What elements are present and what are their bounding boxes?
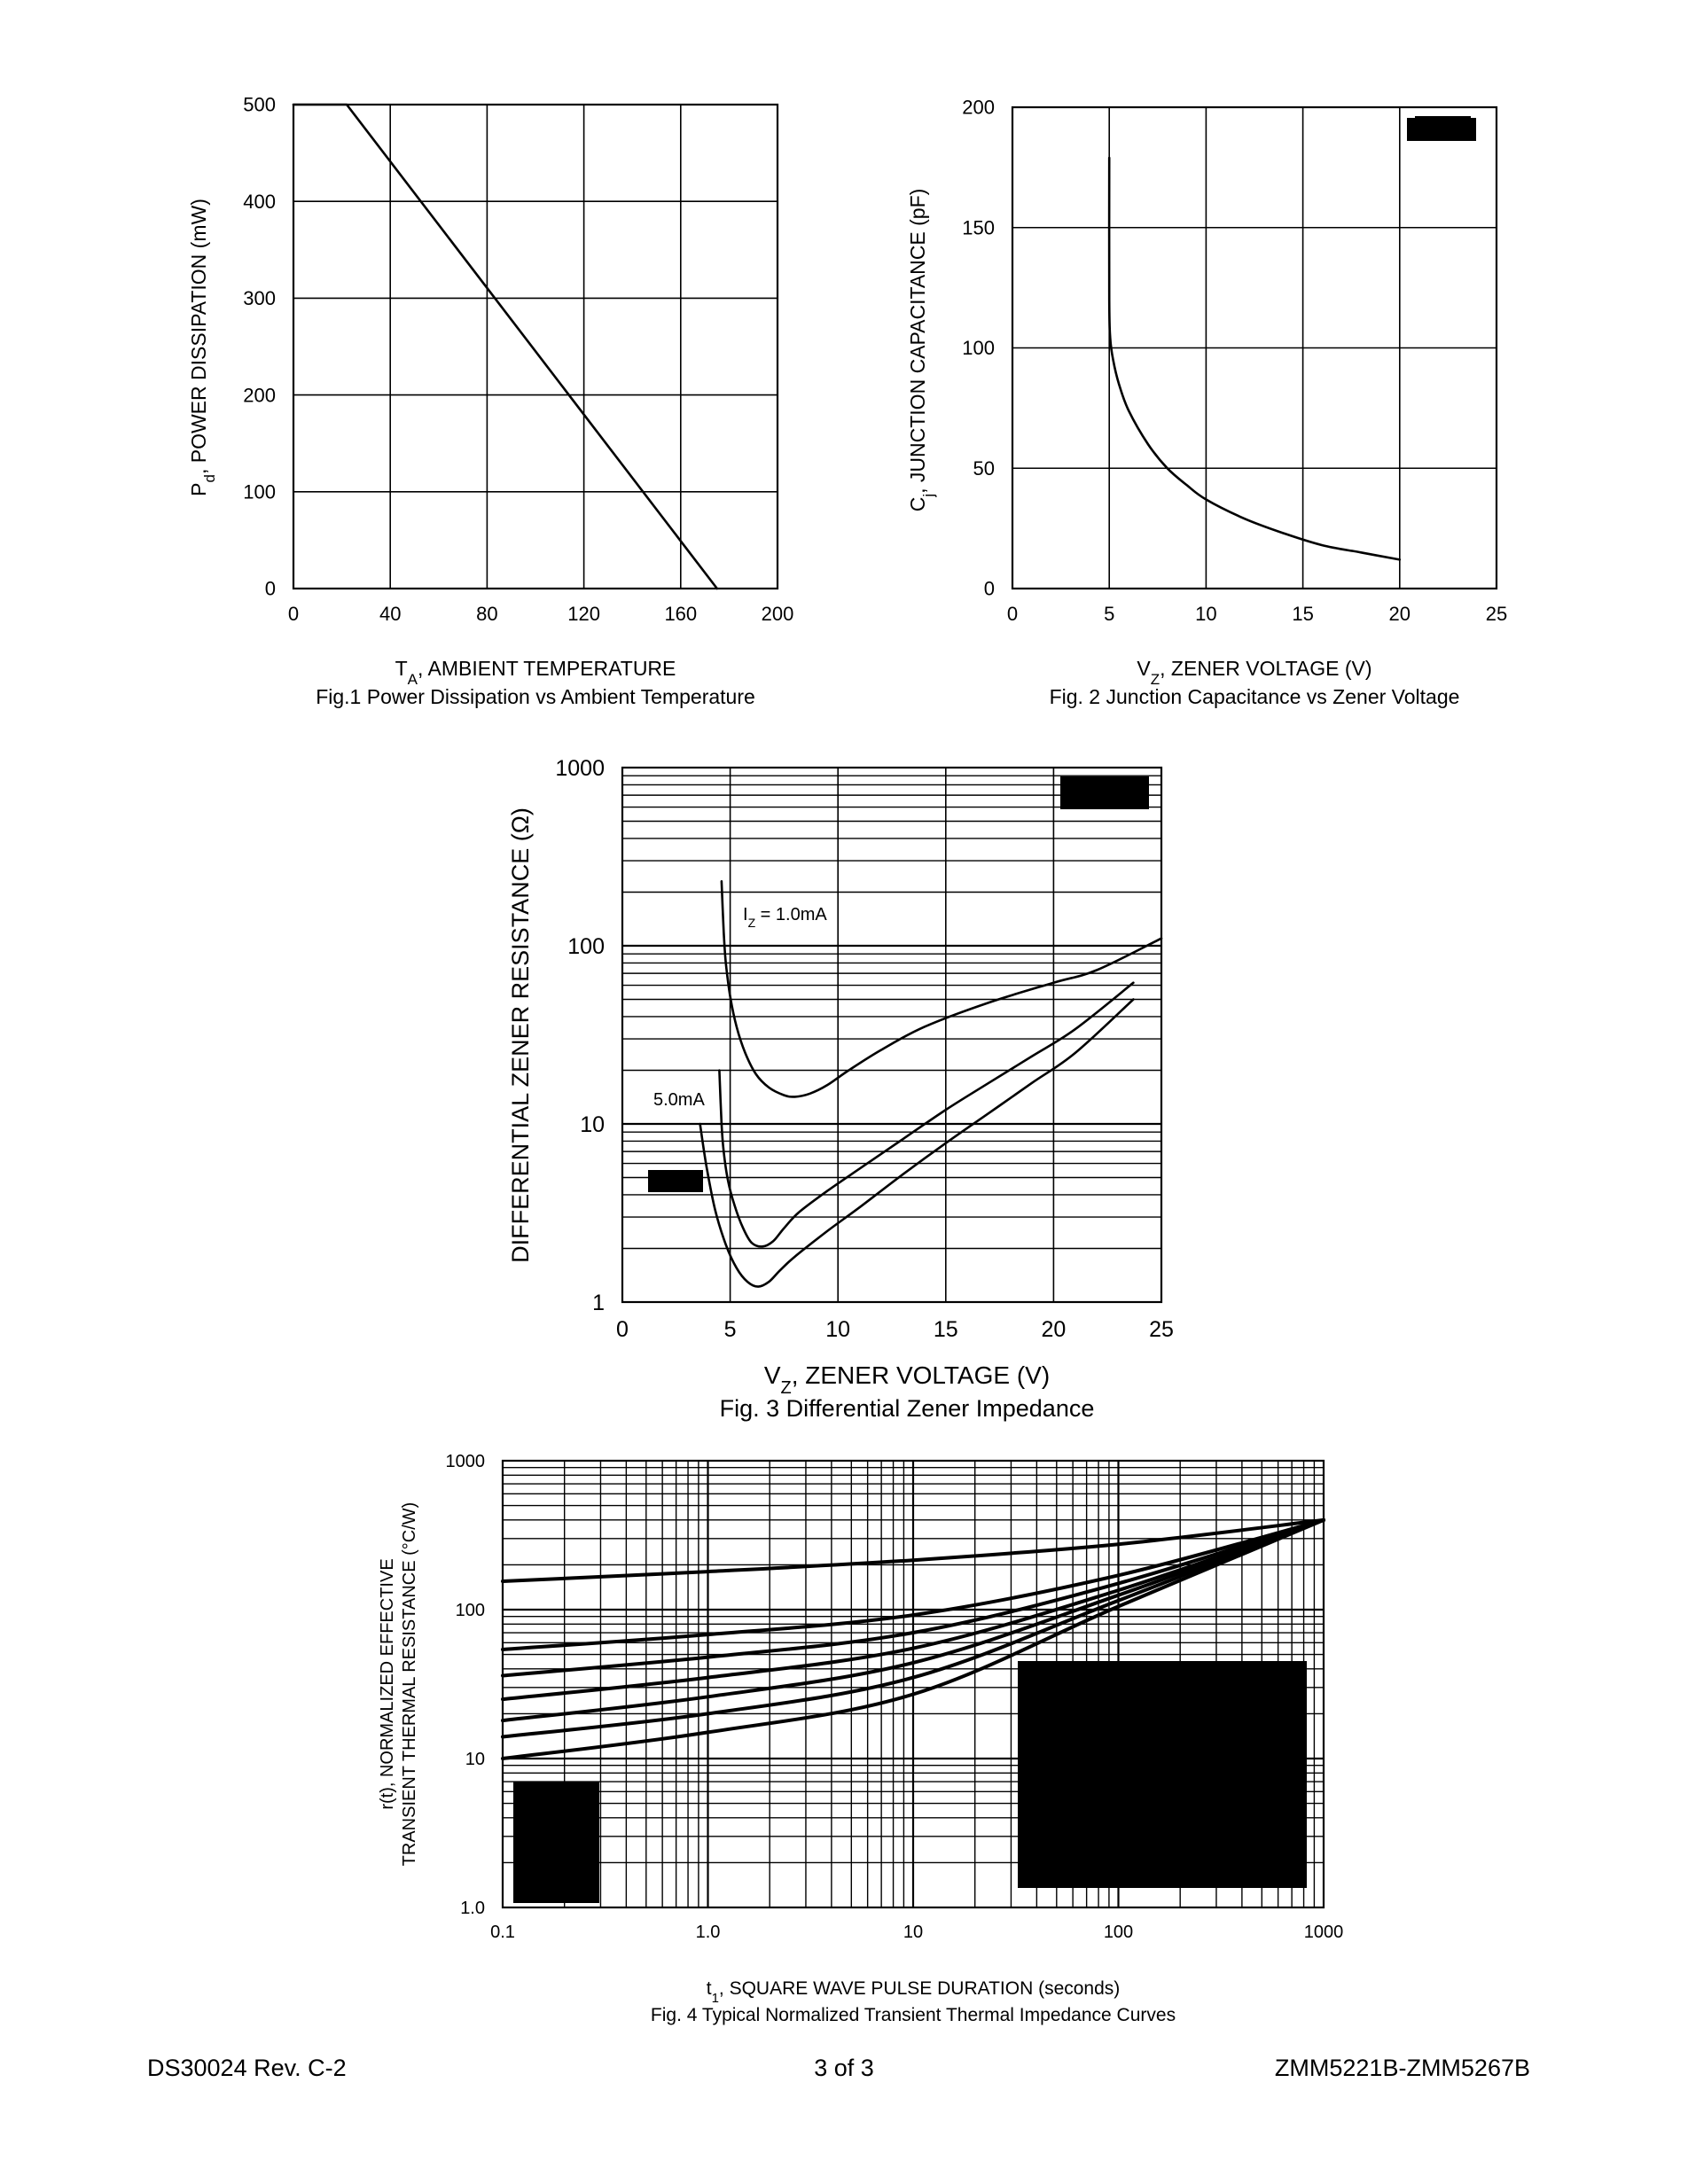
fig1-x-tick-label: 0 (288, 603, 299, 625)
fig1-x-tick-label: 160 (664, 603, 697, 625)
fig4-series-1 (501, 1517, 1325, 1583)
fig4-series-5 (501, 1517, 1325, 1723)
fig3-series-2 (718, 981, 1135, 1248)
fig1-y-tick-label: 200 (243, 384, 276, 406)
fig3-series-1 (720, 880, 1163, 1098)
fig2-x-tick-label: 0 (1007, 603, 1018, 625)
fig2-series-1 (1107, 156, 1402, 561)
fig1-x-tick-label: 200 (762, 603, 794, 625)
fig4-y-tick-label: 1000 (446, 1452, 486, 1471)
fig3-x-tick-label: 25 (1149, 1317, 1174, 1342)
fig3-x-tick-label: 0 (616, 1317, 629, 1342)
fig2-x-axis-label: VZ, ZENER VOLTAGE (V) (1137, 657, 1372, 688)
fig2-plot-frame (1011, 105, 1498, 590)
fig1-y-tick-label: 0 (265, 578, 276, 600)
fig4-legend-box (1018, 1661, 1307, 1888)
fig2-x-tick-label: 15 (1292, 603, 1313, 625)
fig1-x-axis-label: TA, AMBIENT TEMPERATURE (395, 657, 676, 688)
fig2-y-tick-label: 50 (973, 457, 995, 480)
footer-page-number: 3 of 3 (814, 2055, 874, 2081)
fig2-chart: 0 5 10 15 20 25 0 50 100 150 200 VZ, ZENER VOLTAGE … (906, 97, 1507, 708)
fig1-series-1 (292, 103, 719, 590)
fig3-grid (621, 768, 1162, 1302)
fig4-x-tick-label: 10 (903, 1923, 923, 1942)
fig4-legend-swatch (513, 1782, 599, 1903)
fig1-y-axis-label: Pd, POWER DISSIPATION (mW) (187, 199, 218, 496)
fig4-series-6 (501, 1517, 1325, 1739)
fig3-title: Fig. 3 Differential Zener Impedance (720, 1395, 1095, 1422)
fig3-x-tick-label: 20 (1041, 1317, 1066, 1342)
fig1-x-tick-label: 40 (379, 603, 401, 625)
fig2-legend-box-top (1415, 116, 1471, 134)
fig4-plot-frame (501, 1459, 1325, 1909)
fig3-legend-box (1060, 776, 1149, 809)
fig4-y-axis-label-line2: TRANSIENT THERMAL RESISTANCE (°C/W) (400, 1502, 419, 1867)
fig4-x-tick-label: 1000 (1304, 1923, 1344, 1942)
fig3-x-tick-label: 15 (934, 1317, 958, 1342)
fig4-x-axis-label: t1, SQUARE WAVE PULSE DURATION (seconds) (707, 1978, 1121, 2006)
fig3-x-axis-label: VZ, ZENER VOLTAGE (V) (764, 1361, 1050, 1398)
fig4-series-2 (501, 1517, 1325, 1651)
fig3-y-tick-label: 100 (567, 934, 605, 959)
fig4-x-tick-label: 0.1 (490, 1923, 515, 1942)
fig2-y-tick-label: 150 (962, 216, 995, 238)
fig2-title: Fig. 2 Junction Capacitance vs Zener Vol… (1050, 685, 1460, 708)
fig3-y-tick-label: 1000 (555, 756, 605, 781)
fig2-x-tick-label: 20 (1389, 603, 1411, 625)
fig2-grid (1012, 106, 1497, 589)
fig4-x-tick-label: 100 (1104, 1923, 1133, 1942)
fig2-y-axis-label: Cj, JUNCTION CAPACITANCE (pF) (906, 189, 937, 512)
fig2-y-tick-label: 0 (984, 578, 995, 600)
fig1-y-tick-label: 500 (243, 94, 276, 116)
fig4-y-tick-label: 100 (456, 1601, 485, 1620)
fig2-x-tick-label: 10 (1195, 603, 1216, 625)
fig1-x-tick-label: 120 (567, 603, 600, 625)
fig2-x-tick-label: 5 (1104, 603, 1114, 625)
fig2-y-tick-label: 200 (962, 97, 995, 119)
fig1-title: Fig.1 Power Dissipation vs Ambient Tempe… (316, 685, 755, 708)
fig4-y-axis-label-line1: r(t), NORMALIZED EFFECTIVE (378, 1558, 397, 1809)
fig4-series-4 (501, 1517, 1325, 1702)
fig1-chart: 0 40 80 120 160 200 0 100 200 300 400 500 TA, AMBIEN… (187, 94, 793, 708)
fig1-plot-frame (292, 103, 779, 590)
fig4-series-3 (501, 1517, 1325, 1678)
fig1-grid (293, 104, 778, 589)
fig4-y-tick-label: 1.0 (460, 1899, 485, 1918)
fig4-title: Fig. 4 Typical Normalized Transient Ther… (651, 2005, 1176, 2025)
fig3-x-tick-label: 5 (724, 1317, 737, 1342)
fig3-legend-swatch (648, 1170, 703, 1192)
fig4-chart: 0.1 1.0 10 100 1000 1.0 10 100 1000 t1, SQUARE WA… (378, 1452, 1343, 2025)
fig3-y-tick-label: 1 (592, 1291, 605, 1315)
fig2-x-tick-label: 25 (1486, 603, 1507, 625)
fig1-x-tick-label: 80 (476, 603, 497, 625)
fig3-annotation-5mA: 5.0mA (653, 1090, 705, 1110)
fig3-series-3 (699, 998, 1135, 1288)
fig1-y-tick-label: 300 (243, 287, 276, 309)
fig3-y-axis-label: DIFFERENTIAL ZENER RESISTANCE (Ω) (507, 807, 534, 1263)
footer-part-range: ZMM5221B-ZMM5267B (1274, 2055, 1530, 2081)
footer-doc-id: DS30024 Rev. C-2 (147, 2055, 347, 2081)
fig3-y-tick-label: 10 (580, 1112, 605, 1137)
fig4-x-tick-label: 1.0 (696, 1923, 721, 1942)
fig4-y-tick-label: 10 (465, 1750, 485, 1769)
fig3-chart: 0 5 10 15 20 25 1 10 100 1000 VZ, ZENER VOLTAGE (V… (507, 756, 1174, 1422)
fig4-series-7 (501, 1517, 1325, 1760)
fig3-annotation-1mA: IZ = 1.0mA (743, 905, 827, 930)
fig3-plot-frame (621, 766, 1163, 1304)
fig2-y-tick-label: 100 (962, 337, 995, 359)
fig1-y-tick-label: 100 (243, 481, 276, 503)
fig3-x-tick-label: 10 (825, 1317, 850, 1342)
fig1-y-tick-label: 400 (243, 191, 276, 213)
